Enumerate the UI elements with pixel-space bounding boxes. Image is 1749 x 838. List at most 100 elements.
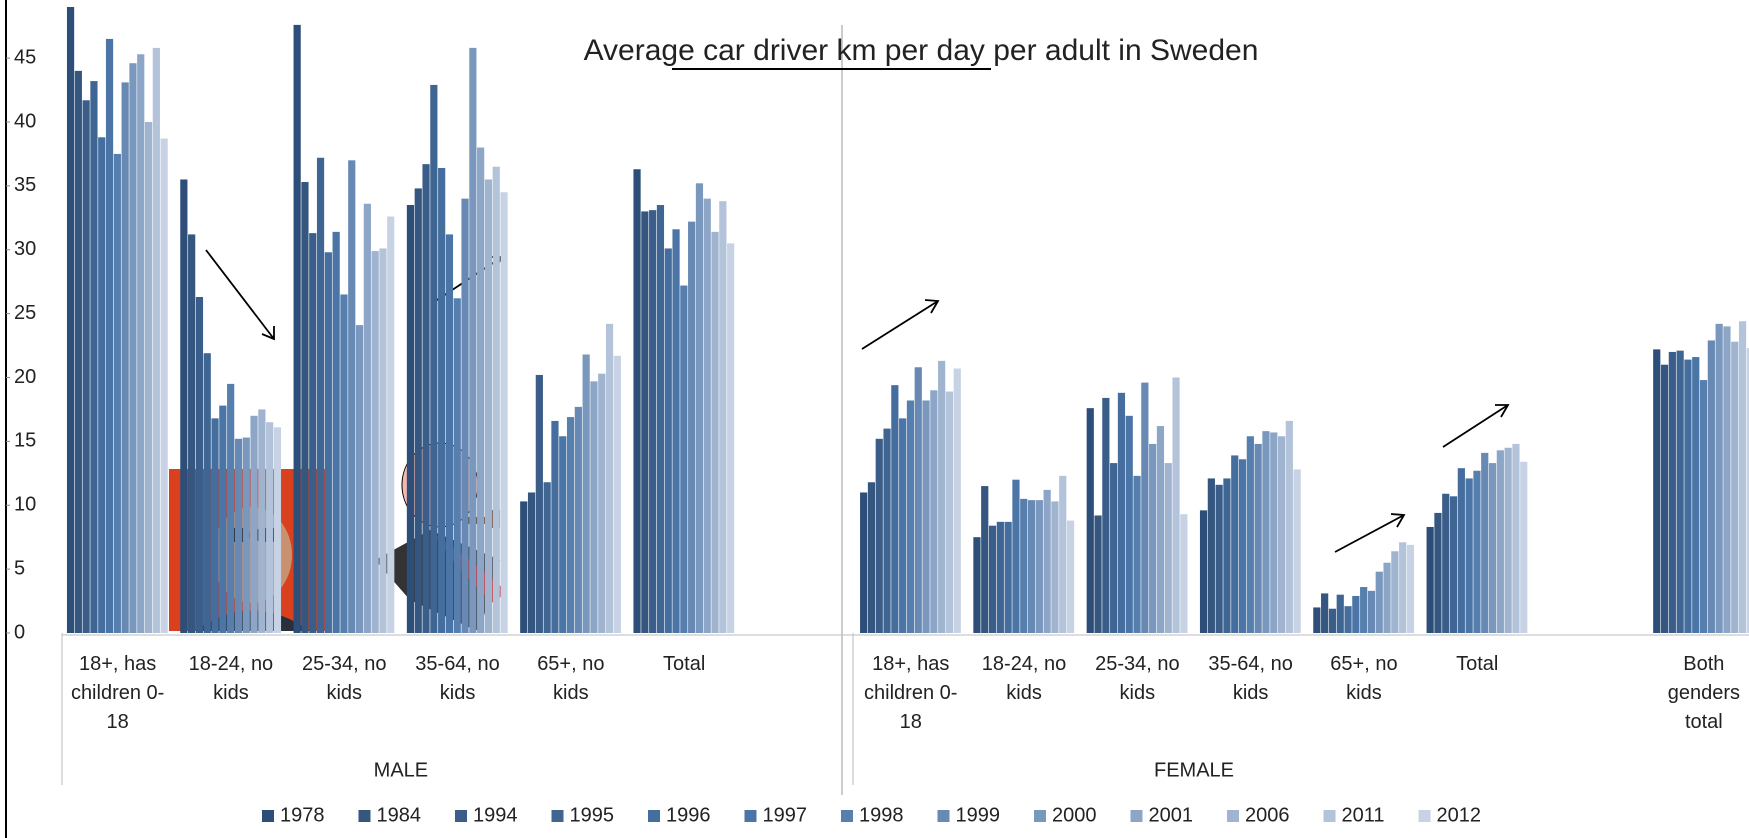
legend-swatch: [1418, 810, 1431, 822]
bar: [1086, 408, 1094, 633]
bar: [1110, 463, 1118, 633]
legend-swatch: [1227, 810, 1239, 822]
bar: [1321, 593, 1329, 633]
bar: [1012, 479, 1020, 633]
bar: [719, 201, 727, 634]
bar: [649, 210, 657, 633]
bar: [129, 63, 137, 634]
bar: [1293, 469, 1301, 633]
bar: [371, 251, 379, 633]
bar: [574, 406, 582, 633]
x-tick-label: Total: [1456, 653, 1499, 675]
bar: [1231, 455, 1239, 633]
bar: [605, 323, 614, 633]
bar: [559, 436, 567, 633]
x-tick-label: Both genders total: [1667, 653, 1740, 733]
bar: [520, 501, 528, 633]
bar: [1731, 341, 1739, 633]
bar: [988, 525, 997, 633]
x-tick-label: 25-34, no kids: [1095, 653, 1180, 704]
bar: [543, 482, 551, 633]
bar: [953, 368, 961, 633]
bar: [355, 325, 364, 633]
bar: [945, 391, 954, 633]
bar: [1473, 470, 1481, 633]
bar: [1512, 443, 1520, 633]
legend-label: 1984: [377, 804, 422, 826]
bar: [1746, 348, 1749, 633]
bar: [82, 100, 90, 633]
bar: [195, 297, 204, 633]
bar: [430, 84, 438, 634]
bar: [1328, 608, 1337, 633]
bar: [160, 138, 168, 633]
bar: [379, 248, 387, 633]
bar: [273, 427, 282, 633]
bar: [1102, 397, 1110, 633]
bar: [860, 492, 868, 633]
bar: [973, 537, 981, 633]
bar: [387, 216, 395, 633]
bar: [922, 400, 930, 633]
bar: [641, 211, 649, 634]
bar: [1199, 510, 1208, 633]
bar: [105, 38, 114, 633]
bar: [74, 70, 82, 633]
bar: [66, 7, 75, 633]
bar: [1059, 475, 1067, 633]
bar: [930, 390, 938, 633]
bar: [703, 198, 711, 633]
bar: [484, 179, 493, 633]
x-tick-label: 18+, has children 0-18: [70, 653, 165, 733]
bar: [1270, 432, 1278, 633]
legend-label: 1996: [666, 804, 711, 826]
bar: [727, 243, 735, 634]
y-tick-label: 40: [14, 110, 36, 132]
bar: [1481, 452, 1489, 633]
bar: [1383, 562, 1391, 633]
bar: [492, 166, 500, 633]
bar: [1676, 350, 1684, 633]
bar: [348, 160, 356, 633]
legend-label: 1978: [280, 804, 325, 826]
bar: [1215, 484, 1223, 633]
bar: [121, 82, 129, 634]
bar: [1488, 463, 1497, 633]
bar: [363, 203, 371, 633]
bar: [332, 231, 340, 633]
legend-swatch: [744, 810, 757, 822]
bar: [461, 198, 469, 633]
bar: [1344, 606, 1352, 633]
bar: [1457, 468, 1465, 633]
bar: [1180, 514, 1188, 633]
y-tick-label: 20: [14, 366, 36, 388]
bar: [316, 157, 325, 633]
bar: [414, 188, 422, 634]
bar: [1352, 595, 1360, 633]
x-tick-label: 18+, has children 0-18: [864, 653, 958, 733]
bar: [1699, 380, 1708, 633]
legend-label: 2006: [1245, 804, 1290, 826]
y-tick-label: 30: [14, 238, 36, 260]
y-tick-label: 15: [14, 430, 36, 452]
x-tick-label: 35-64, no kids: [1208, 653, 1293, 704]
legend-swatch: [358, 810, 371, 822]
bar: [137, 54, 145, 633]
bar: [1094, 515, 1102, 633]
bar: [1723, 326, 1731, 633]
bar: [664, 248, 672, 633]
bar: [1399, 542, 1407, 633]
bar: [1692, 357, 1700, 633]
bar: [867, 482, 876, 633]
bar: [152, 47, 160, 633]
bar: [899, 418, 907, 633]
bar: [1207, 478, 1215, 633]
legend-label: 1999: [956, 804, 1001, 826]
x-tick-label: 35-64, no kids: [415, 653, 500, 704]
bar: [309, 233, 317, 633]
y-tick-label: 5: [14, 557, 25, 579]
group-label: MALE: [374, 759, 428, 781]
bar: [1336, 594, 1344, 633]
